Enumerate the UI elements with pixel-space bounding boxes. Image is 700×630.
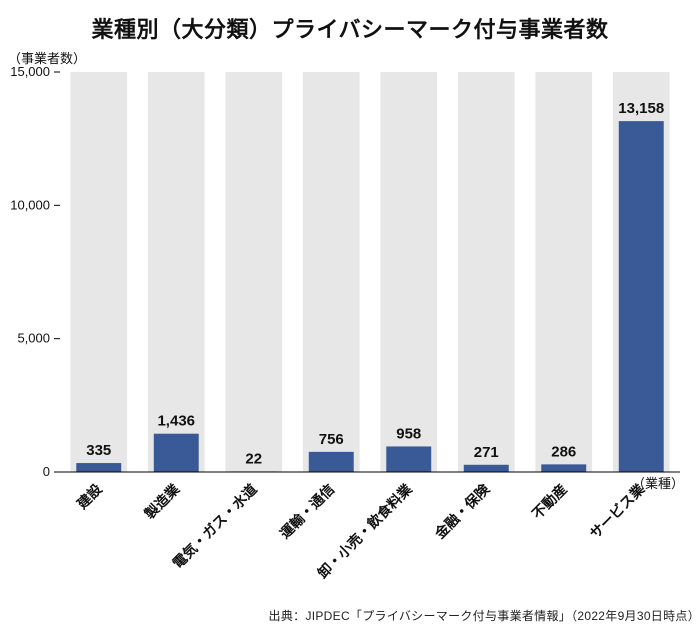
bar-value-label: 958 (396, 425, 421, 442)
x-axis-label: （業種） (632, 476, 684, 491)
bar-value-label: 1,436 (157, 413, 195, 430)
category-label: 運輸・通信 (277, 481, 338, 542)
bar (309, 452, 354, 472)
bar (619, 121, 664, 472)
column-backdrop (303, 72, 360, 472)
chart-root: 業種別（大分類）プライバシーマーク付与事業者数 （事業者数） 05,00010,… (0, 0, 700, 630)
bar-value-label: 13,158 (618, 100, 664, 117)
column-backdrop (458, 72, 515, 472)
bar-value-label: 271 (474, 444, 499, 461)
bar (386, 446, 431, 472)
category-label: 電気・ガス・水道 (169, 481, 260, 572)
y-tick-label: 0 (43, 464, 50, 479)
category-label: 金融・保険 (431, 480, 493, 542)
bar (76, 463, 121, 472)
bar (154, 434, 199, 472)
category-label: 不動産 (529, 481, 570, 522)
y-tick-label: 5,000 (17, 331, 50, 346)
bar-value-label: 286 (551, 443, 576, 460)
column-backdrop (225, 72, 282, 472)
column-backdrop (535, 72, 592, 472)
column-backdrop (380, 72, 437, 472)
chart-title: 業種別（大分類）プライバシーマーク付与事業者数 (0, 12, 700, 44)
y-tick-label: 15,000 (10, 64, 50, 79)
bar (541, 464, 586, 472)
category-label: 建設 (74, 480, 106, 512)
bar-value-label: 756 (319, 431, 344, 448)
y-tick-label: 10,000 (10, 197, 50, 212)
source-note: 出典：JIPDEC「プライバシーマーク付与事業者情報」（2022年9月30日時点… (269, 607, 700, 624)
bar-value-label: 335 (86, 442, 111, 459)
bar (464, 465, 509, 472)
column-backdrop (70, 72, 127, 472)
bar-chart-plot: 0 5,000 10,000 15,000 335 建設 1,436 製造業 22 電気・ガス・水… (8, 48, 690, 612)
bar-value-label: 22 (245, 450, 262, 467)
category-label: 製造業 (141, 480, 183, 522)
